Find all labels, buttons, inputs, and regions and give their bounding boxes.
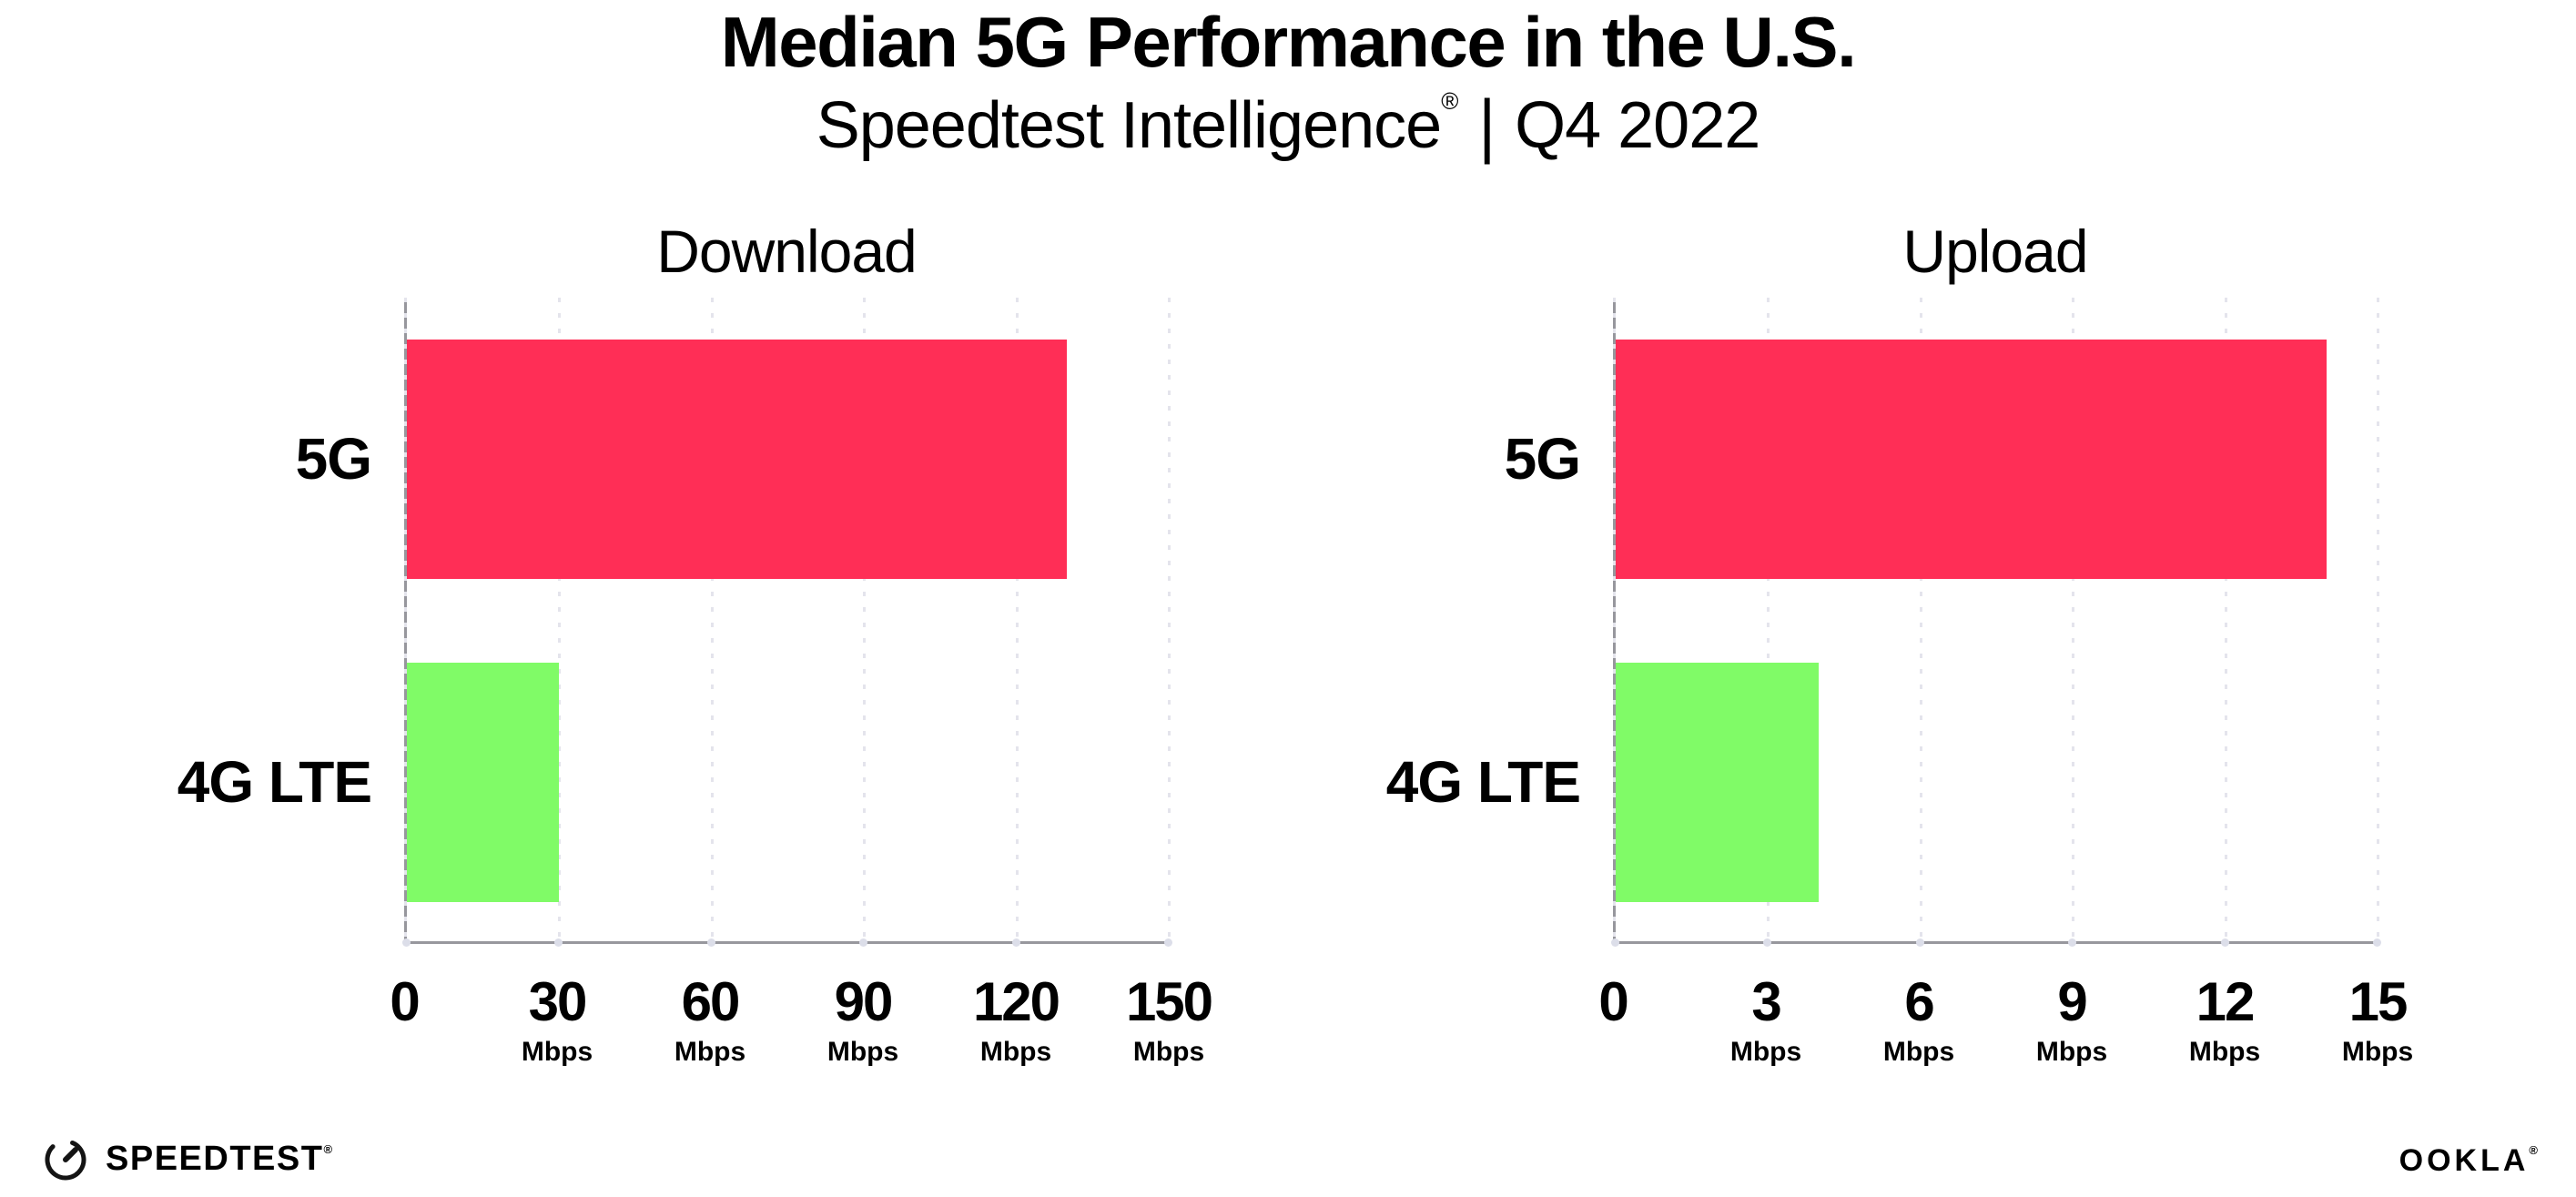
- upload-plot-area: [1611, 297, 2381, 947]
- gridline: [1767, 297, 1770, 941]
- download-x-axis: 0 30 Mbps 60 Mbps 90 Mbps 120 Mbps 150 Mbps: [390, 944, 1213, 1099]
- gridline: [863, 297, 867, 941]
- x-tick-unit: Mbps: [521, 1036, 593, 1067]
- upload-chart: Upload 5G 4G LTE 0 3 Mbps 6 Mbps 9 Mbps 12 Mbps 15…: [1325, 218, 2413, 1099]
- registered-mark: ®: [1441, 86, 1459, 115]
- chart-title-download: Download: [656, 218, 918, 285]
- speedtest-mark: ®: [323, 1141, 333, 1156]
- header: Median 5G Performance in the U.S. Speedt…: [0, 2, 2576, 166]
- x-tick-value: 3: [1751, 970, 1781, 1032]
- axis-tick-dot: [1915, 938, 1924, 947]
- axis-tick-dot: [859, 938, 868, 947]
- x-tick: 0: [313, 970, 495, 1032]
- x-tick: 60 Mbps: [619, 970, 801, 1067]
- speedtest-label: SPEEDTEST: [106, 1139, 324, 1178]
- x-tick-value: 120: [972, 970, 1060, 1032]
- subtitle-separator: |: [1478, 86, 1496, 166]
- category-label: 5G: [1504, 426, 1581, 492]
- subtitle-brand: Speedtest Intelligence: [816, 88, 1443, 162]
- x-tick-unit: Mbps: [1882, 1036, 1955, 1067]
- upload-category-labels: 5G 4G LTE: [1325, 298, 1613, 944]
- x-tick-value: 30: [528, 970, 588, 1032]
- axis-tick-dot: [2220, 938, 2229, 947]
- speedtest-gauge-icon: [45, 1139, 86, 1181]
- axis-tick-dot: [1611, 938, 1619, 947]
- x-tick-unit: Mbps: [674, 1036, 746, 1067]
- x-tick-unit: Mbps: [2035, 1036, 2108, 1067]
- page-title: Median 5G Performance in the U.S.: [720, 2, 1857, 82]
- x-tick-value: 150: [1125, 970, 1213, 1032]
- gridline: [558, 297, 562, 941]
- download-plot-area: [402, 297, 1172, 947]
- bar-5g: [407, 339, 1068, 579]
- x-tick-unit: Mbps: [2188, 1036, 2261, 1067]
- axis-tick-dot: [706, 938, 715, 947]
- ookla-label: OOKLA: [2399, 1143, 2530, 1178]
- upload-x-axis: 0 3 Mbps 6 Mbps 9 Mbps 12 Mbps 15 Mbps: [1598, 944, 2413, 1099]
- x-tick: 30 Mbps: [466, 970, 648, 1067]
- chart-title-upload: Upload: [1902, 218, 2088, 285]
- x-tick: 15 Mbps: [2287, 970, 2469, 1067]
- category-label: 4G LTE: [1385, 749, 1581, 816]
- x-tick: 12 Mbps: [2134, 970, 2316, 1067]
- x-tick-unit: Mbps: [827, 1036, 899, 1067]
- x-tick-unit: Mbps: [979, 1036, 1052, 1067]
- x-tick-unit: Mbps: [2341, 1036, 2414, 1067]
- category-label: 5G: [295, 426, 372, 492]
- speedtest-logo: SPEEDTEST®: [42, 1135, 332, 1182]
- x-tick-value: 15: [2348, 970, 2409, 1032]
- x-tick: 150 Mbps: [1078, 970, 1260, 1067]
- axis-tick-dot: [1763, 938, 1772, 947]
- x-tick-value: 90: [834, 970, 894, 1032]
- x-tick: 90 Mbps: [772, 970, 954, 1067]
- axis-tick-dot: [554, 938, 563, 947]
- x-tick-value: 12: [2196, 970, 2256, 1032]
- gridline: [1919, 297, 1922, 941]
- subtitle-period: Q4 2022: [1515, 88, 1760, 162]
- bar-5g: [1616, 339, 2328, 579]
- gridline: [2377, 297, 2379, 941]
- axis-tick-dot: [402, 938, 411, 947]
- download-chart: Download 5G 4G LTE 0 30 Mbps 60 Mbps 90 Mbps 120…: [117, 218, 1213, 1099]
- x-tick: 0: [1522, 970, 1704, 1032]
- gridline: [2224, 297, 2227, 941]
- gridline: [1015, 297, 1019, 941]
- gridline-zero: [1613, 297, 1616, 941]
- x-tick: 120 Mbps: [925, 970, 1107, 1067]
- x-tick: 9 Mbps: [1981, 970, 2163, 1067]
- download-plot-row: 5G 4G LTE: [117, 297, 1200, 947]
- gridline: [1168, 297, 1171, 941]
- axis-tick-dot: [1011, 938, 1020, 947]
- x-tick: 3 Mbps: [1675, 970, 1857, 1067]
- x-tick-value: 0: [1598, 970, 1628, 1032]
- gridline: [2072, 297, 2075, 941]
- x-tick-unit: Mbps: [1729, 1036, 1802, 1067]
- bar-4g-lte: [1616, 662, 1820, 902]
- x-tick-unit: Mbps: [1132, 1036, 1205, 1067]
- ookla-logo: OOKLA®: [2399, 1143, 2538, 1179]
- x-tick-value: 60: [681, 970, 741, 1032]
- upload-plot-row: 5G 4G LTE: [1325, 297, 2409, 947]
- axis-tick-dot: [2373, 938, 2381, 947]
- x-tick: 6 Mbps: [1828, 970, 2010, 1067]
- x-tick-value: 9: [2057, 970, 2087, 1032]
- page-subtitle: Speedtest Intelligence® | Q4 2022: [0, 86, 2576, 166]
- ookla-wordmark: OOKLA®: [2399, 1143, 2538, 1178]
- gridline-zero: [404, 297, 407, 941]
- x-tick-value: 0: [390, 970, 420, 1032]
- speedtest-wordmark: SPEEDTEST®: [106, 1140, 332, 1179]
- download-category-labels: 5G 4G LTE: [117, 298, 404, 944]
- axis-tick-dot: [1164, 938, 1172, 947]
- bar-4g-lte: [407, 662, 560, 902]
- gridline: [710, 297, 714, 941]
- category-label: 4G LTE: [177, 749, 372, 816]
- x-tick-value: 6: [1904, 970, 1934, 1032]
- ookla-mark: ®: [2529, 1143, 2538, 1157]
- axis-tick-dot: [2068, 938, 2077, 947]
